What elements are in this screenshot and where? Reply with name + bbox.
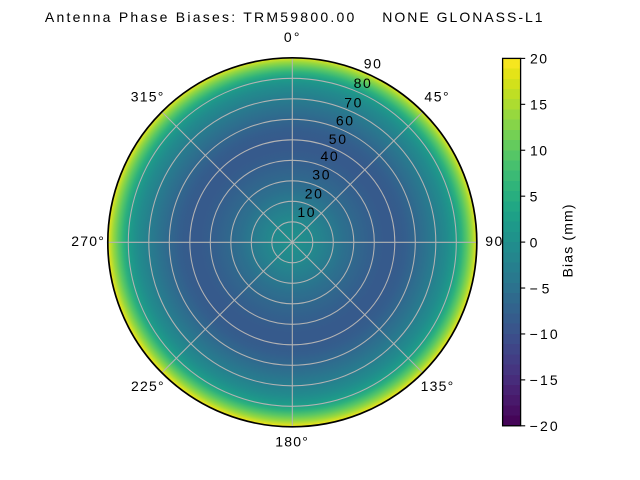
svg-text:5: 5 (530, 188, 538, 204)
svg-text:20: 20 (530, 51, 547, 67)
svg-text:10: 10 (297, 204, 314, 220)
svg-text:15: 15 (530, 97, 547, 113)
svg-text:−15: −15 (530, 372, 558, 388)
svg-text:60: 60 (336, 112, 353, 128)
svg-text:45°: 45° (424, 89, 448, 105)
svg-text:80: 80 (354, 75, 371, 91)
svg-text:315°: 315° (131, 89, 164, 105)
svg-text:135°: 135° (421, 378, 454, 394)
svg-text:−10: −10 (530, 326, 558, 342)
svg-text:180°: 180° (275, 433, 308, 449)
svg-text:Antenna Phase Biases: TRM59800: Antenna Phase Biases: TRM59800.00 (45, 9, 355, 25)
svg-text:90: 90 (364, 55, 381, 71)
svg-text:10: 10 (530, 143, 547, 159)
svg-text:40: 40 (321, 148, 338, 164)
svg-text:225°: 225° (131, 378, 164, 394)
svg-text:0°: 0° (284, 29, 300, 45)
svg-text:Bias (mm): Bias (mm) (560, 205, 576, 278)
svg-text:50: 50 (329, 131, 346, 147)
svg-text:270°: 270° (71, 233, 104, 249)
svg-text:70: 70 (344, 94, 361, 110)
svg-text:20: 20 (305, 185, 322, 201)
svg-text:−20: −20 (530, 418, 558, 434)
svg-text:0: 0 (530, 234, 538, 250)
svg-text:30: 30 (312, 167, 329, 183)
svg-text:NONE GLONASS-L1: NONE GLONASS-L1 (382, 9, 543, 25)
